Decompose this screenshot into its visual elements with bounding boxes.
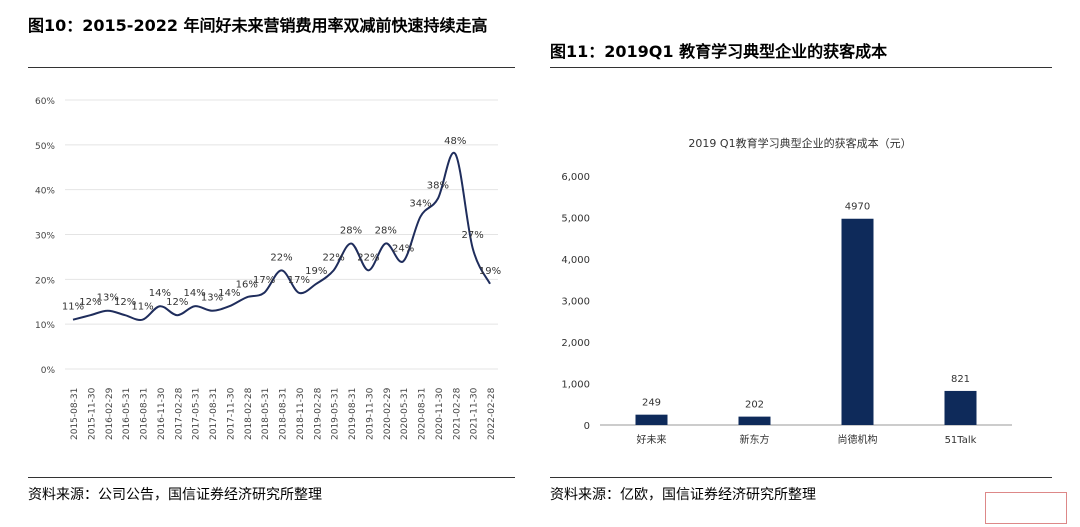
data-label: 22% xyxy=(270,252,292,263)
left-bottom-rule xyxy=(28,477,515,478)
left-figure-title: 图10：2015-2022 年间好未来营销费用率双减前快速持续走高 xyxy=(28,16,488,35)
watermark-logo xyxy=(985,492,1067,524)
data-label: 22% xyxy=(357,252,379,263)
x-tick-label: 2018-11-30 xyxy=(296,387,306,440)
data-label: 4970 xyxy=(845,202,870,213)
y-tick-label: 60% xyxy=(35,97,55,107)
right-bottom-rule xyxy=(550,477,1052,478)
x-tick-label: 2019-11-30 xyxy=(365,387,375,440)
x-tick-label: 2016-11-30 xyxy=(157,387,167,440)
data-label: 821 xyxy=(951,374,970,385)
x-tick-label: 2020-05-31 xyxy=(400,388,410,440)
x-tick-label: 2017-11-30 xyxy=(226,387,236,440)
x-tick-label: 2018-02-28 xyxy=(244,387,254,440)
y-tick-label: 5,000 xyxy=(561,214,590,225)
data-label: 19% xyxy=(479,266,501,277)
x-tick-label: 51Talk xyxy=(945,435,977,446)
data-label: 13% xyxy=(201,293,223,304)
data-label: 22% xyxy=(323,252,345,263)
data-label: 11% xyxy=(131,302,153,313)
data-label: 12% xyxy=(114,297,136,308)
y-tick-label: 20% xyxy=(35,276,55,286)
data-label: 12% xyxy=(166,297,188,308)
data-label: 202 xyxy=(745,400,764,411)
x-tick-label: 2020-11-30 xyxy=(435,387,445,440)
data-label: 28% xyxy=(375,225,397,236)
data-label: 14% xyxy=(218,288,240,299)
right-title-rule xyxy=(550,67,1052,68)
data-label: 38% xyxy=(427,181,449,192)
x-tick-label: 2016-05-31 xyxy=(122,388,132,440)
x-tick-label: 2020-02-29 xyxy=(383,387,393,440)
data-label: 24% xyxy=(392,243,414,254)
bar xyxy=(738,416,771,425)
x-tick-label: 2017-05-31 xyxy=(192,388,202,440)
right-source: 资料来源：亿欧，国信证券经济研究所整理 xyxy=(550,487,816,503)
right-figure-title: 图11：2019Q1 教育学习典型企业的获客成本 xyxy=(550,42,888,61)
data-label: 11% xyxy=(62,302,84,313)
x-tick-label: 2016-02-29 xyxy=(105,387,115,440)
left-title-rule xyxy=(28,67,515,68)
x-tick-label: 尚德机构 xyxy=(838,433,878,446)
data-label: 28% xyxy=(340,225,362,236)
x-tick-label: 2016-08-31 xyxy=(140,388,150,440)
data-label: 14% xyxy=(149,288,171,299)
x-tick-label: 2021-02-28 xyxy=(452,387,462,440)
data-label: 17% xyxy=(253,275,275,286)
data-label: 16% xyxy=(236,279,258,290)
y-tick-label: 1,000 xyxy=(561,380,590,391)
y-tick-label: 6,000 xyxy=(561,172,590,183)
data-label: 249 xyxy=(642,398,661,409)
x-tick-label: 2015-08-31 xyxy=(70,388,80,440)
x-tick-label: 2015-11-30 xyxy=(87,387,97,440)
y-tick-label: 0% xyxy=(41,366,56,376)
data-label: 19% xyxy=(305,266,327,277)
x-tick-label: 新东方 xyxy=(740,433,770,446)
y-tick-label: 50% xyxy=(35,142,55,152)
chart-title: 2019 Q1教育学习典型企业的获客成本（元） xyxy=(688,136,911,150)
data-label: 13% xyxy=(97,293,119,304)
left-source: 资料来源：公司公告，国信证券经济研究所整理 xyxy=(28,487,322,503)
data-label: 14% xyxy=(184,288,206,299)
x-tick-label: 2020-08-31 xyxy=(418,388,428,440)
x-tick-label: 2017-02-28 xyxy=(174,387,184,440)
series-line xyxy=(72,151,491,321)
y-tick-label: 40% xyxy=(35,187,55,197)
y-tick-label: 3,000 xyxy=(561,297,590,308)
x-tick-label: 2022-02-28 xyxy=(487,387,497,440)
x-tick-label: 2018-08-31 xyxy=(279,388,289,440)
y-tick-label: 2,000 xyxy=(561,338,590,349)
data-label: 17% xyxy=(288,275,310,286)
bar xyxy=(944,390,977,425)
x-tick-label: 2017-08-31 xyxy=(209,388,219,440)
y-tick-label: 4,000 xyxy=(561,255,590,266)
x-tick-label: 2019-05-31 xyxy=(331,388,341,440)
x-tick-label: 2019-08-31 xyxy=(348,388,358,440)
y-tick-label: 0 xyxy=(584,421,590,432)
data-label: 27% xyxy=(462,230,484,241)
y-tick-label: 10% xyxy=(35,321,55,331)
x-tick-label: 2018-05-31 xyxy=(261,388,271,440)
x-tick-label: 2019-02-28 xyxy=(313,387,323,440)
bar xyxy=(635,414,668,425)
data-label: 12% xyxy=(79,297,101,308)
data-label: 34% xyxy=(409,199,431,210)
bar xyxy=(841,218,874,425)
data-label: 48% xyxy=(444,136,466,147)
y-tick-label: 30% xyxy=(35,232,55,242)
x-tick-label: 好未来 xyxy=(637,434,667,446)
x-tick-label: 2021-11-30 xyxy=(470,387,480,440)
